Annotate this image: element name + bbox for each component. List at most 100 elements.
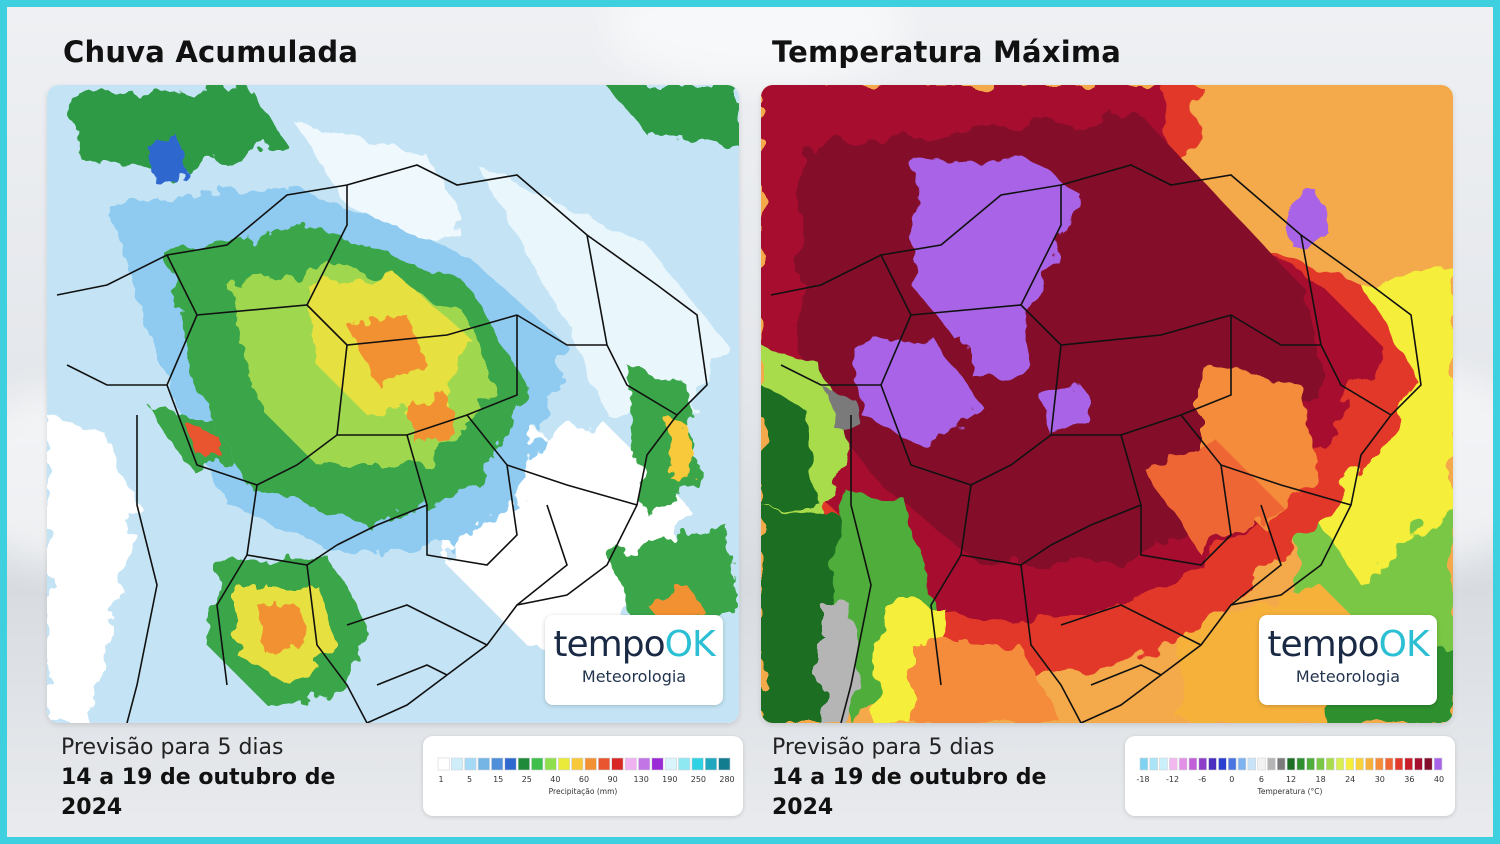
legend-swatch [437,757,450,771]
rain-forecast-period: Previsão para 5 dias [61,735,284,760]
legend-swatch [1345,757,1354,771]
legend-swatch [1335,757,1345,771]
precipitation-legend: 1 5 15 25 40 60 90 130 190 250 280 Precipitação (mm… [423,736,743,816]
legend-tick-label: 40 [550,775,560,784]
legend-swatch [517,757,530,771]
rain-accumulation-map: tempoOK Meteorologia [47,85,739,723]
legend-swatch [1375,757,1384,771]
logo-brand-ok: OK [664,624,716,665]
infographic-frame: Chuva Acumulada [7,7,1493,837]
legend-tick-label: 12 [1286,775,1296,784]
logo-subtitle: Meteorologia [1295,667,1401,686]
rain-map-graphic [47,85,739,723]
legend-swatch [1433,757,1443,771]
legend-swatch [1198,757,1207,771]
legend-swatch [1228,757,1237,771]
legend-swatch [531,757,544,771]
temperature-legend: -18 -12 -6 0 6 12 18 24 30 36 40 Temperatura (°C) [1125,736,1455,816]
temperature-forecast-dates: 14 a 19 de outubro de 2024 [772,765,1047,820]
legend-swatch [678,757,691,771]
legend-swatch [1286,757,1296,771]
legend-swatch [1296,757,1305,771]
legend-swatch [1394,757,1404,771]
logo-brand-text: tempo [553,624,665,665]
legend-swatch [1267,757,1276,771]
tempook-logo-left: tempoOK Meteorologia [545,615,723,705]
legend-swatch [1149,757,1158,771]
logo-brand-ok: OK [1378,624,1430,665]
legend-tick-label: -6 [1198,775,1206,784]
legend-tick-label: 15 [493,775,503,784]
legend-swatch [664,757,677,771]
legend-swatch [1237,757,1247,771]
legend-tick-label: 90 [608,775,618,784]
temperature-caption: Previsão para 5 dias 14 a 19 de outubro … [772,733,1112,823]
legend-tick-label: 30 [1375,775,1385,784]
legend-tick-label: 60 [579,775,589,784]
temperature-legend-graphic: -18 -12 -6 0 6 12 18 24 30 36 40 Temperatura (°C) [1136,757,1444,796]
legend-swatch [1316,757,1325,771]
max-temperature-map: tempoOK Meteorologia [761,85,1453,723]
legend-swatch [691,757,704,771]
legend-swatch [1384,757,1394,771]
legend-swatch [1326,757,1335,771]
legend-tick-label: 280 [719,775,734,784]
legend-swatch [1404,757,1413,771]
legend-swatch [1277,757,1286,771]
legend-swatch [584,757,597,771]
legend-swatch [504,757,517,771]
legend-swatch [1257,757,1266,771]
legend-swatch [598,757,611,771]
legend-swatch [571,757,584,771]
legend-swatch [1139,757,1149,771]
legend-swatch [1306,757,1315,771]
legend-tick-label: 1 [438,775,443,784]
legend-tick-label: -12 [1166,775,1179,784]
legend-swatch [477,757,490,771]
legend-title: Temperatura (°C) [1257,787,1323,796]
legend-tick-label: 25 [522,775,532,784]
tempook-logo-right: tempoOK Meteorologia [1259,615,1437,705]
logo-brand-text: tempo [1267,624,1379,665]
legend-tick-label: 250 [691,775,706,784]
legend-swatch [624,757,637,771]
temperature-forecast-period: Previsão para 5 dias [772,735,995,760]
legend-tick-label: 18 [1316,775,1326,784]
legend-swatch [1178,757,1188,771]
legend-swatch [491,757,504,771]
legend-tick-label: 5 [467,775,472,784]
legend-tick-label: 190 [662,775,677,784]
legend-swatch [718,757,731,771]
legend-title: Precipitação (mm) [549,787,618,796]
legend-swatch [1208,757,1217,771]
legend-tick-label: 0 [1229,775,1234,784]
legend-swatch [1365,757,1374,771]
legend-swatch [1414,757,1423,771]
rain-forecast-dates: 14 a 19 de outubro de 2024 [61,765,336,820]
legend-swatch [611,757,624,771]
rain-caption: Previsão para 5 dias 14 a 19 de outubro … [61,733,401,823]
legend-swatch [638,757,651,771]
rain-panel-title: Chuva Acumulada [63,35,359,69]
legend-swatch [1424,757,1433,771]
legend-swatch [451,757,464,771]
legend-swatch [1169,757,1178,771]
legend-tick-label: 6 [1259,775,1264,784]
legend-tick-label: 24 [1345,775,1355,784]
legend-swatch [1247,757,1257,771]
legend-swatch [1159,757,1168,771]
legend-swatch [558,757,571,771]
temperature-panel-title: Temperatura Máxima [772,35,1122,69]
legend-swatch [464,757,477,771]
legend-tick-label: 36 [1404,775,1414,784]
logo-brand: tempoOK [545,625,723,665]
legend-swatch [1355,757,1364,771]
logo-brand: tempoOK [1259,625,1437,665]
legend-swatch [704,757,717,771]
legend-swatch [1188,757,1198,771]
legend-tick-label: 130 [634,775,649,784]
legend-swatch [651,757,664,771]
legend-swatch [1218,757,1227,771]
legend-tick-label: 40 [1434,775,1444,784]
